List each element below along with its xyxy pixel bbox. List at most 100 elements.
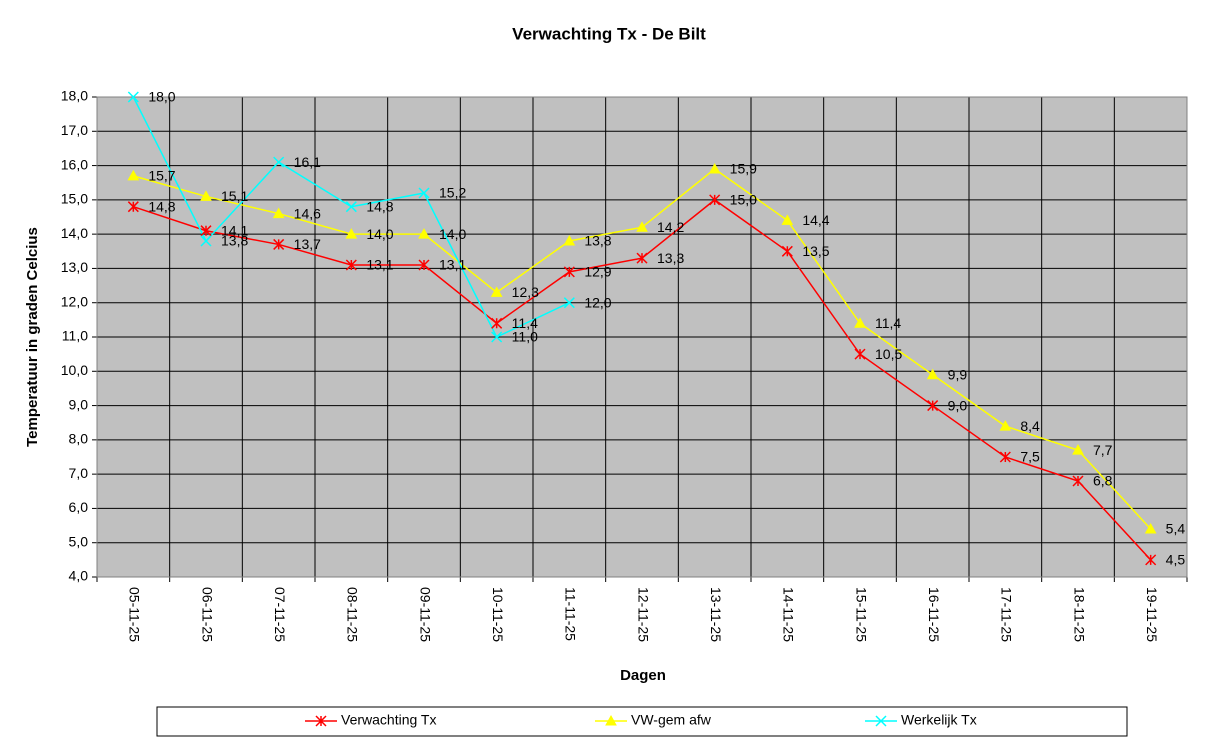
x-tick-label: 11-11-25 — [563, 587, 579, 641]
legend-marker — [315, 715, 327, 727]
data-point — [927, 400, 939, 412]
data-point — [854, 317, 866, 328]
y-tick-label: 10,0 — [61, 362, 88, 378]
data-label: 13,5 — [802, 243, 829, 259]
y-tick-label: 7,0 — [69, 465, 89, 481]
legend-label: VW-gem afw — [631, 712, 712, 728]
legend-label: Werkelijk Tx — [901, 712, 977, 728]
y-tick-label: 5,0 — [69, 533, 89, 549]
data-point — [709, 194, 721, 206]
x-tick-label: 05-11-25 — [127, 587, 143, 642]
y-tick-label: 17,0 — [61, 122, 88, 138]
data-point — [563, 234, 576, 246]
data-point — [636, 221, 648, 232]
y-tick-label: 12,0 — [61, 293, 88, 309]
x-tick-label: 13-11-25 — [708, 587, 724, 642]
data-point — [1144, 522, 1157, 534]
data-label: 14,0 — [366, 226, 393, 242]
data-point — [418, 187, 430, 199]
y-tick-label: 16,0 — [61, 156, 88, 172]
data-point — [273, 238, 285, 250]
plot-border — [96, 96, 1188, 578]
data-label: 5,4 — [1166, 521, 1186, 537]
x-tick-label: 12-11-25 — [635, 587, 651, 642]
data-label: 14,6 — [294, 205, 321, 221]
data-point — [272, 207, 285, 219]
x-tick-label: 14-11-25 — [781, 587, 797, 642]
data-label: 15,1 — [221, 188, 248, 204]
data-label: 14,2 — [657, 219, 684, 235]
y-tick-label: 13,0 — [61, 259, 88, 275]
data-point — [854, 348, 866, 360]
data-label: 14,4 — [802, 212, 829, 228]
data-point — [926, 368, 939, 380]
data-point — [491, 331, 503, 343]
y-tick-label: 18,0 — [61, 88, 88, 104]
data-label: 13,1 — [366, 257, 393, 273]
data-label: 13,8 — [221, 233, 248, 249]
y-tick-label: 4,0 — [69, 568, 89, 584]
data-label: 9,9 — [948, 366, 968, 382]
data-label: 12,3 — [512, 284, 539, 300]
data-point — [781, 214, 794, 225]
data-point — [781, 245, 793, 257]
data-label: 12,0 — [584, 294, 611, 310]
chart-title: Verwachting Tx - De Bilt — [512, 24, 706, 43]
y-tick-label: 14,0 — [61, 225, 88, 241]
data-label: 14,0 — [439, 226, 466, 242]
data-point — [490, 286, 503, 297]
data-point — [127, 91, 139, 103]
data-label: 7,7 — [1093, 442, 1113, 458]
y-tick-label: 11,0 — [62, 328, 88, 344]
data-point — [418, 259, 430, 271]
data-label: 15,9 — [730, 161, 757, 177]
data-label: 16,1 — [294, 154, 321, 170]
legend-marker — [875, 715, 887, 727]
y-tick-label: 6,0 — [69, 499, 89, 515]
data-point — [563, 297, 575, 309]
data-label: 6,8 — [1093, 473, 1113, 489]
data-label: 15,7 — [148, 168, 175, 184]
data-label: 7,5 — [1020, 449, 1040, 465]
data-point — [1072, 444, 1084, 455]
data-label: 14,8 — [148, 198, 175, 214]
data-point — [345, 228, 358, 239]
data-label: 15,0 — [730, 192, 757, 208]
data-point — [636, 252, 648, 264]
x-tick-label: 16-11-25 — [926, 587, 942, 642]
data-label: 13,1 — [439, 257, 466, 273]
data-point — [200, 225, 212, 237]
data-point — [708, 162, 721, 174]
data-label: 4,5 — [1166, 552, 1186, 568]
data-label: 15,2 — [439, 185, 466, 201]
data-label: 11,4 — [512, 315, 538, 331]
data-point — [127, 169, 140, 181]
y-tick-label: 8,0 — [69, 431, 89, 447]
y-tick-label: 9,0 — [69, 396, 89, 412]
data-label: 11,0 — [512, 329, 538, 345]
data-point — [345, 259, 357, 271]
y-axis-label: Temperatuur in graden Celcius — [24, 227, 41, 447]
x-axis-label: Dagen — [620, 667, 666, 684]
legend-label: Verwachting Tx — [341, 712, 436, 728]
x-tick-label: 19-11-25 — [1144, 587, 1160, 642]
data-label: 12,9 — [584, 264, 611, 280]
data-point — [127, 201, 139, 213]
x-tick-label: 10-11-25 — [490, 587, 506, 642]
data-point — [563, 266, 575, 278]
data-label: 9,0 — [948, 397, 968, 413]
data-point — [999, 420, 1012, 431]
x-tick-label: 17-11-25 — [999, 587, 1015, 642]
legend-marker — [605, 714, 617, 726]
data-label: 18,0 — [148, 89, 175, 105]
data-point — [491, 317, 503, 329]
x-tick-label: 18-11-25 — [1071, 587, 1087, 642]
data-label: 14,1 — [221, 222, 248, 238]
data-point — [1145, 554, 1157, 566]
data-point — [200, 190, 212, 201]
data-label: 13,8 — [584, 233, 611, 249]
y-tick-label: 15,0 — [61, 191, 88, 207]
x-tick-label: 07-11-25 — [272, 587, 288, 642]
data-label: 13,3 — [657, 250, 684, 266]
